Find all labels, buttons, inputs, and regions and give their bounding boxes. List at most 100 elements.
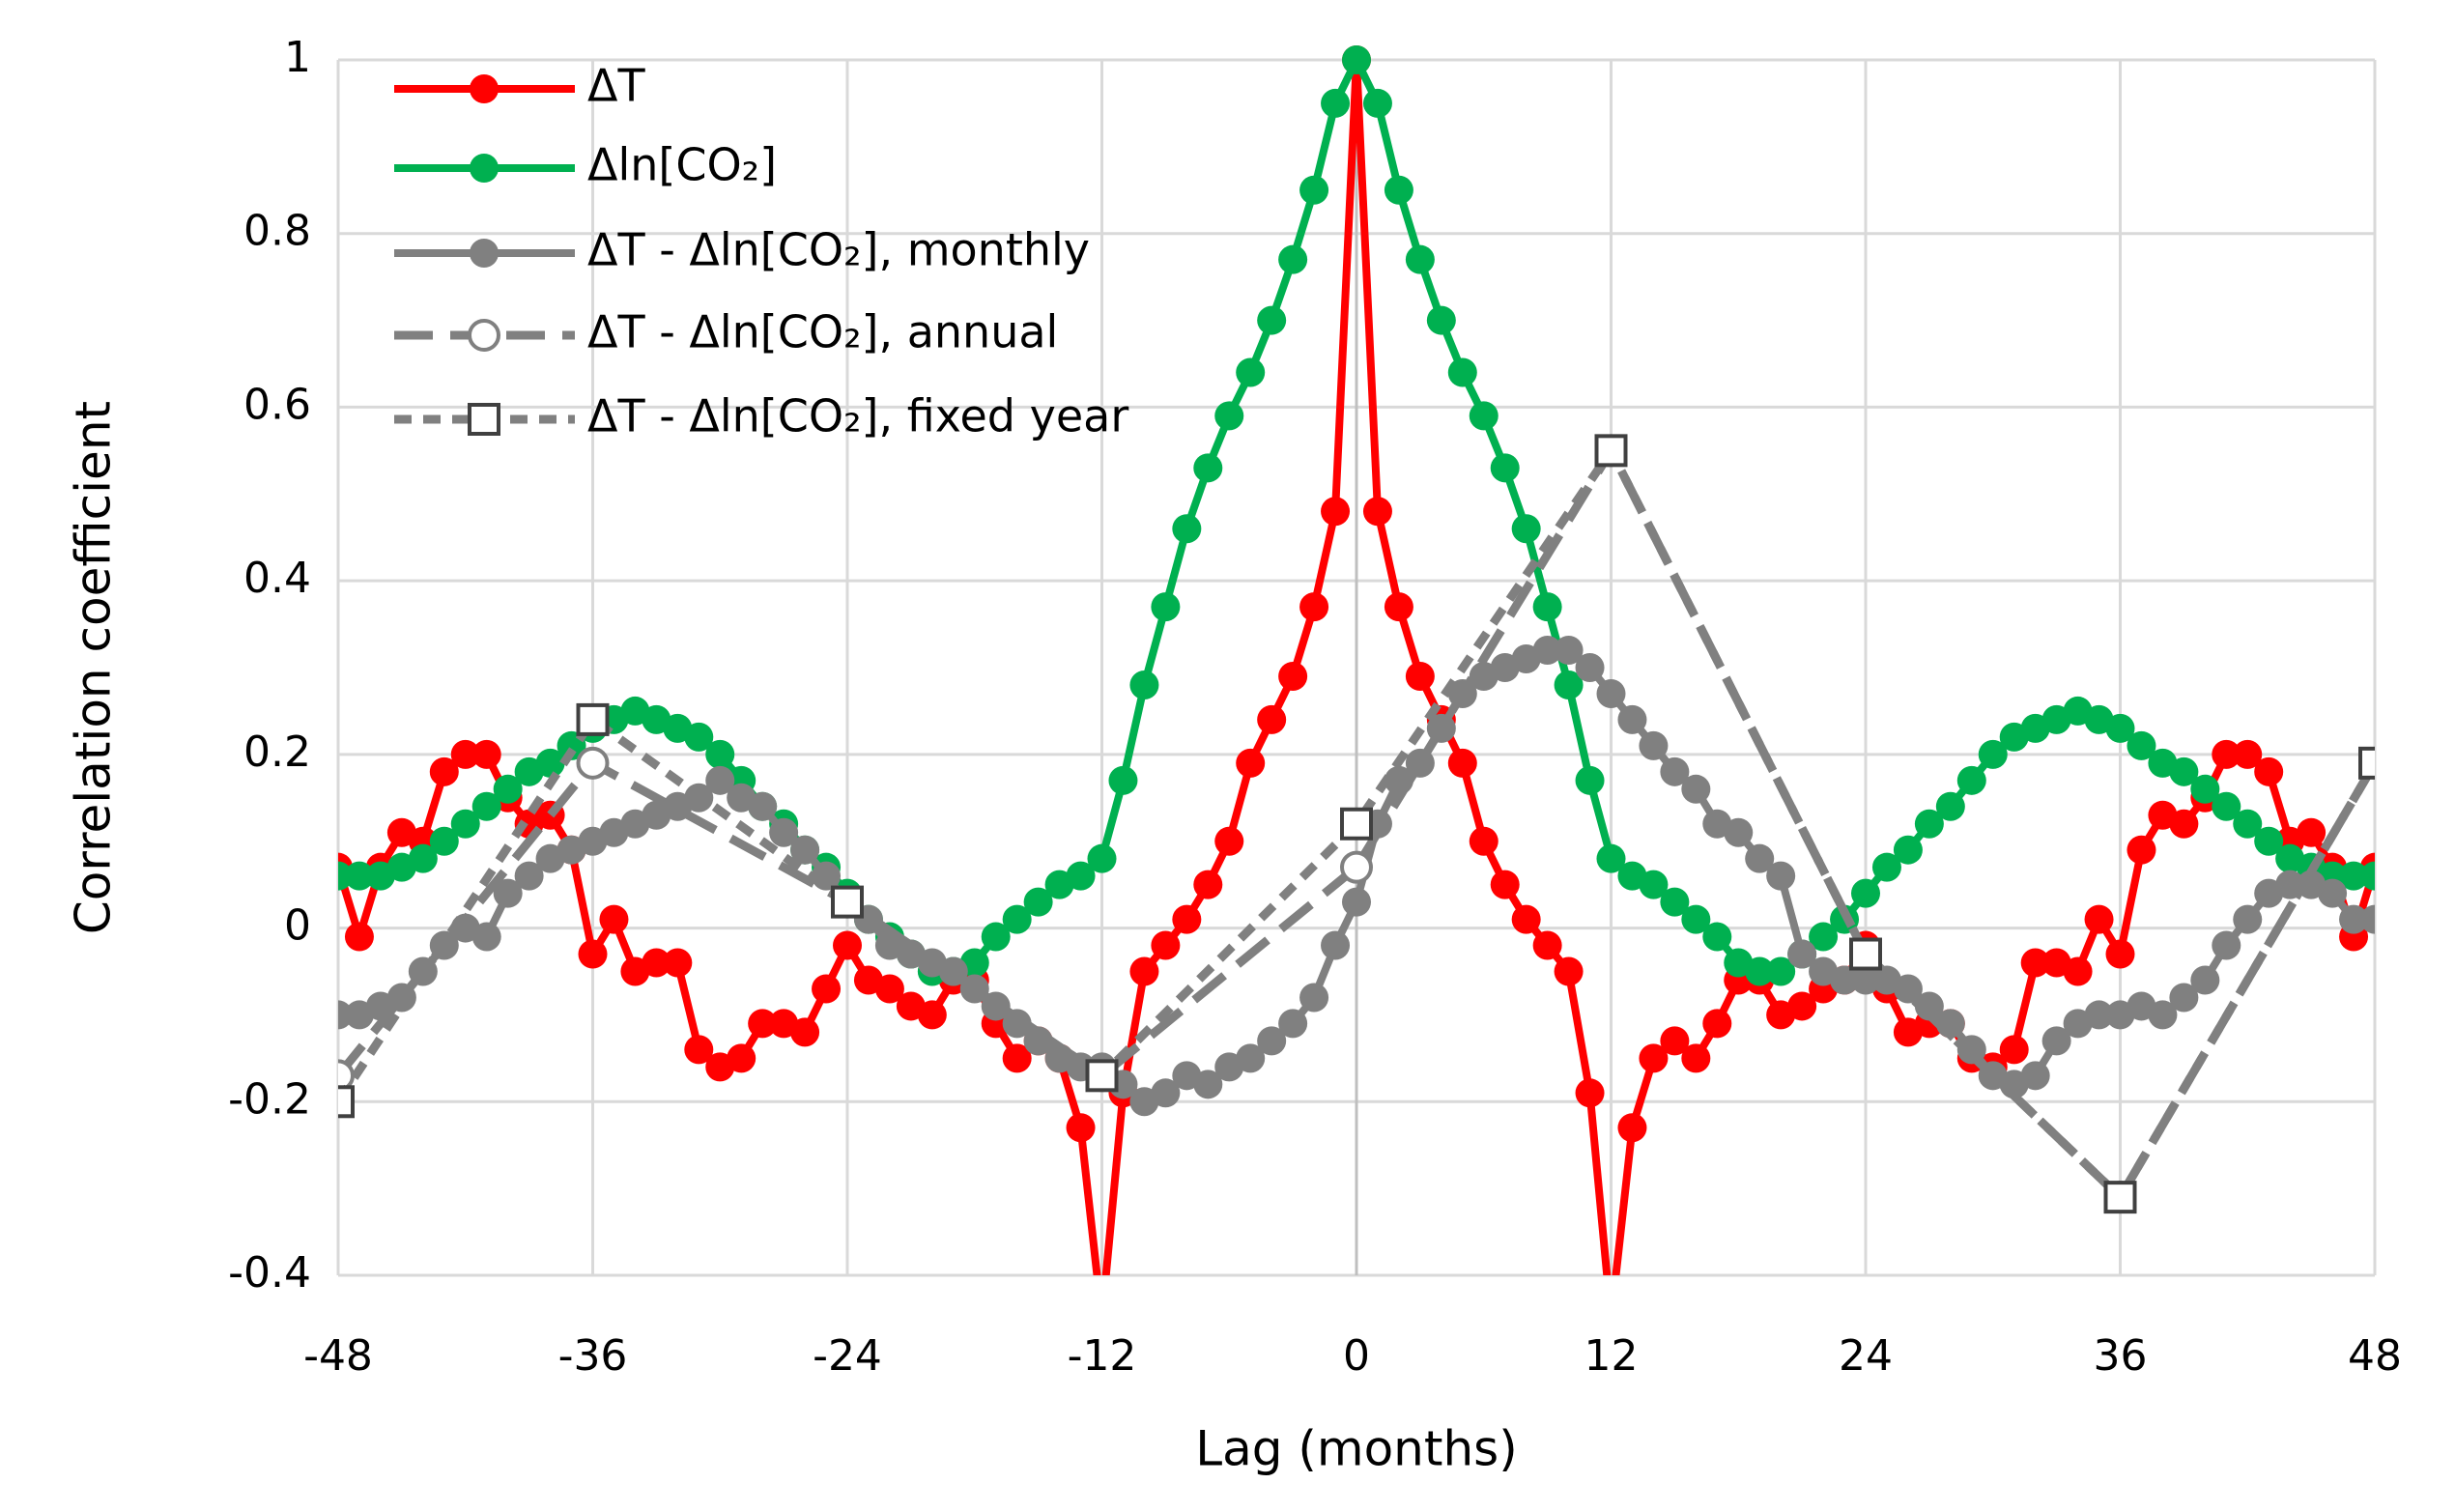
y-tick-label: 0.8 <box>243 207 311 256</box>
x-tick-label: 24 <box>1839 1331 1893 1381</box>
marker <box>2190 965 2220 995</box>
marker <box>1384 175 1413 205</box>
marker <box>1914 809 1944 839</box>
marker <box>1278 244 1308 274</box>
marker <box>2169 809 2199 839</box>
marker <box>1193 870 1223 899</box>
marker <box>1088 1304 1117 1333</box>
marker <box>1745 956 1775 986</box>
marker <box>1554 636 1584 666</box>
marker <box>769 817 799 847</box>
legend-label: ΔT <box>587 60 645 112</box>
marker <box>1575 765 1605 795</box>
marker <box>1532 636 1562 666</box>
marker <box>1575 653 1605 682</box>
x-tick-label: 48 <box>2348 1331 2402 1381</box>
marker <box>2360 904 2375 934</box>
marker <box>1214 826 1244 856</box>
marker <box>344 861 374 891</box>
marker <box>1278 661 1308 691</box>
legend: ΔT Δln[CO₂] ΔT - Δln[CO₂], monthly ΔT - Δln… <box>394 60 1128 442</box>
marker <box>1596 678 1626 708</box>
marker <box>1702 922 1732 952</box>
marker <box>1151 930 1181 960</box>
marker <box>468 403 500 436</box>
marker <box>917 1000 947 1030</box>
x-tick-label: -12 <box>1068 1331 1137 1381</box>
marker <box>2105 713 2135 743</box>
marker <box>748 791 778 821</box>
marker <box>1809 922 1839 952</box>
marker <box>1554 956 1584 986</box>
marker <box>833 930 862 960</box>
marker <box>727 1043 756 1073</box>
marker <box>1129 956 1159 986</box>
marker <box>1999 1035 2029 1065</box>
marker <box>1702 1009 1732 1039</box>
marker <box>1787 939 1817 969</box>
plot-area <box>338 45 2375 1333</box>
marker <box>2190 774 2220 804</box>
marker <box>1469 826 1499 856</box>
marker <box>1830 965 1860 995</box>
marker <box>1151 1078 1181 1108</box>
marker <box>471 922 501 952</box>
marker <box>2169 983 2199 1013</box>
marker <box>1257 1026 1287 1056</box>
marker <box>2254 756 2284 786</box>
marker <box>1681 904 1711 934</box>
x-tick-label: -48 <box>303 1331 373 1381</box>
marker <box>1299 592 1329 622</box>
x-tick-label: 12 <box>1584 1331 1639 1381</box>
marker <box>831 885 864 919</box>
marker <box>429 756 459 786</box>
marker <box>1214 401 1244 431</box>
legend-label: ΔT - Δln[CO₂], fixed year <box>587 390 1128 442</box>
marker <box>1278 1009 1308 1039</box>
marker <box>1511 514 1541 544</box>
marker <box>2233 904 2263 934</box>
marker <box>1002 1043 1032 1073</box>
marker <box>470 154 499 183</box>
marker <box>1362 88 1392 118</box>
marker <box>1639 870 1669 899</box>
marker <box>2020 1061 2050 1091</box>
marker <box>450 809 480 839</box>
marker <box>2358 746 2375 780</box>
marker <box>471 791 501 821</box>
marker <box>535 748 565 778</box>
y-tick-label: -0.4 <box>228 1248 311 1298</box>
y-tick-label: 0 <box>284 901 311 951</box>
marker <box>684 1035 714 1065</box>
marker <box>1299 983 1329 1013</box>
marker <box>493 878 523 908</box>
marker <box>344 922 374 952</box>
marker <box>2127 835 2156 865</box>
marker <box>1426 305 1456 335</box>
marker <box>1681 774 1711 804</box>
marker <box>1340 807 1373 841</box>
marker <box>1660 756 1690 786</box>
marker <box>2318 878 2348 908</box>
marker <box>1108 765 1138 795</box>
x-axis-title: Lag (months) <box>1195 1421 1517 1477</box>
marker <box>1597 1304 1626 1333</box>
marker <box>1257 305 1287 335</box>
y-tick-label: 0.4 <box>243 554 311 603</box>
marker <box>1956 765 1986 795</box>
marker <box>705 765 735 795</box>
marker <box>2297 817 2327 847</box>
marker <box>2041 1026 2071 1056</box>
marker <box>790 835 820 865</box>
marker <box>2084 1000 2114 1030</box>
marker <box>1660 887 1690 917</box>
marker <box>1893 835 1923 865</box>
marker <box>1639 730 1669 760</box>
marker <box>1851 965 1880 995</box>
marker <box>812 974 842 1004</box>
marker <box>1087 843 1117 873</box>
marker <box>1511 904 1541 934</box>
marker <box>2360 861 2375 891</box>
marker <box>2212 930 2241 960</box>
